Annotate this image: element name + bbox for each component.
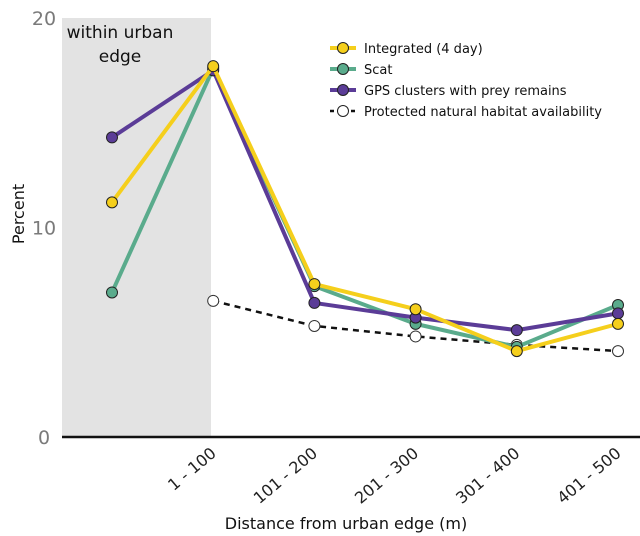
legend-marker <box>337 84 349 96</box>
legend: Integrated (4 day) Scat GPS clusters with … <box>330 42 602 120</box>
data-point <box>308 278 321 291</box>
data-point <box>409 330 422 343</box>
y-tick-label: 20 <box>32 8 56 30</box>
legend-label: Integrated (4 day) <box>364 42 483 57</box>
data-point <box>612 307 624 320</box>
legend-marker <box>337 42 349 54</box>
series-layer <box>106 60 624 358</box>
data-point <box>510 324 523 337</box>
legend-label: Scat <box>364 63 392 78</box>
x-category-label: 401 - 500 <box>553 444 624 508</box>
data-point <box>106 286 118 299</box>
data-point <box>207 60 220 73</box>
series-line <box>110 66 619 349</box>
series-line <box>110 64 619 354</box>
y-axis-title: Percent <box>9 184 28 244</box>
shaded-region-label-line-2: edge <box>99 47 142 67</box>
data-point <box>308 319 321 332</box>
legend-label: GPS clusters with prey remains <box>364 84 567 99</box>
y-tick-label: 0 <box>38 427 50 449</box>
x-category-label: 1 - 100 <box>164 444 220 495</box>
legend-marker <box>337 63 349 75</box>
data-point <box>106 131 118 144</box>
data-point <box>612 345 624 358</box>
x-axis-category-labels: 1 - 100 101 - 200 201 - 300 301 - 400 401 - … <box>164 444 624 508</box>
x-axis-title: Distance from urban edge (m) <box>225 514 467 533</box>
data-point <box>510 345 523 358</box>
data-point <box>207 294 220 307</box>
legend-marker <box>337 105 349 117</box>
shaded-region-label-line-1: within urban <box>67 23 174 43</box>
series-line <box>110 68 619 333</box>
data-point <box>612 317 624 330</box>
data-point <box>308 296 321 309</box>
legend-label: Protected natural habitat availability <box>364 105 602 120</box>
data-point <box>409 303 422 316</box>
y-axis-tick-labels: 0 10 20 <box>32 8 56 449</box>
x-category-label: 301 - 400 <box>452 444 523 508</box>
data-point <box>106 196 118 209</box>
urban-edge-shaded-region <box>62 18 211 437</box>
x-category-label: 201 - 300 <box>351 444 422 508</box>
x-category-label: 101 - 200 <box>250 444 321 508</box>
series-line <box>212 299 619 353</box>
y-tick-label: 10 <box>32 218 56 240</box>
